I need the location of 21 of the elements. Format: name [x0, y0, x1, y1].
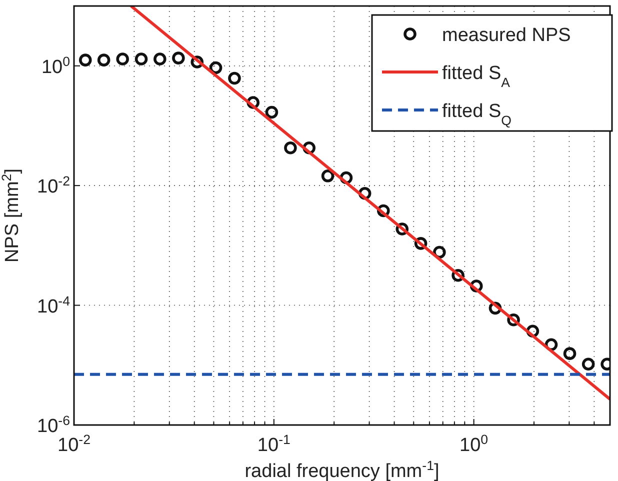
point: [228, 72, 241, 85]
y-tick-label: 10$^{0}$: [41, 53, 70, 78]
y-tick-label: 10$^{-2}$: [37, 173, 70, 198]
point: [78, 54, 92, 66]
point: [284, 141, 297, 154]
x-axis-title: radial frequency [mm$^{-1}$]: [244, 458, 440, 481]
point: [563, 347, 576, 360]
legend-label: fitted S$_{A}$: [442, 63, 510, 90]
point: [154, 52, 166, 66]
x-tick-label: 10$^{-1}$: [257, 432, 290, 456]
point: [321, 170, 334, 182]
point: [97, 54, 110, 66]
point: [582, 358, 595, 371]
point: [265, 106, 278, 119]
point: [116, 52, 129, 66]
point: [134, 52, 148, 66]
y-tick-label: 10$^{-4}$: [37, 292, 70, 318]
legend-label: measured NPS: [442, 25, 571, 46]
legend-label: fitted S$_{Q}$: [442, 101, 512, 128]
point: [172, 52, 185, 64]
x-tick-label: 10$^{0}$: [460, 432, 488, 456]
